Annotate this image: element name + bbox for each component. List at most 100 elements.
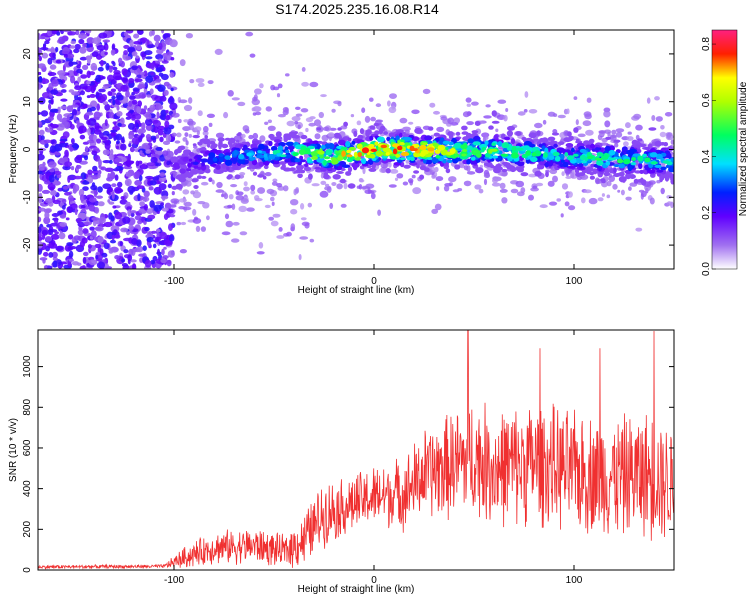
spectrogram-cell [69, 146, 74, 152]
spectrogram-cell [42, 232, 46, 240]
spectrogram-cell [314, 133, 321, 140]
spectrogram-cell [411, 148, 418, 152]
spectrogram-cell [283, 133, 291, 137]
spectrogram-cell [128, 100, 133, 107]
spectrogram-cell [129, 146, 135, 153]
spectrogram-cell [501, 161, 509, 165]
spectrogram-cell [50, 89, 59, 95]
spectrogram-cell [346, 149, 352, 154]
spectrogram-cell [323, 126, 330, 131]
spectrogram-cell [426, 156, 433, 160]
spectrogram-x-label: Height of straight line (km) [298, 285, 415, 296]
spectrogram-cell [488, 125, 494, 130]
spectrogram-cell [515, 147, 524, 151]
spectrogram-cell [535, 182, 544, 187]
spectrogram-cell [60, 98, 68, 102]
y-tick-label: 600 [22, 439, 33, 456]
spectrogram-cell [399, 157, 406, 161]
spectrogram-cell [103, 242, 110, 250]
spectrogram-cell [40, 78, 50, 84]
spectrogram-cell [465, 97, 472, 103]
spectrogram-cell [180, 221, 187, 226]
spectrogram-cell [537, 164, 545, 170]
spectrogram-cell [320, 144, 326, 150]
spectrogram-cell [100, 94, 108, 102]
spectrogram-cell [651, 168, 656, 174]
spectrogram-cell [649, 197, 655, 205]
spectrogram-cell [147, 214, 156, 220]
spectrogram-cell [211, 179, 215, 185]
spectrogram-cell [249, 53, 256, 58]
spectrogram-cell [510, 188, 519, 194]
spectrogram-cell [422, 88, 431, 95]
spectrogram-cell [187, 118, 194, 126]
spectrogram-cell [89, 43, 93, 48]
spectrogram-cell [263, 153, 268, 158]
spectrogram-cell [201, 175, 207, 179]
spectrogram-cell [399, 132, 403, 138]
spectrogram-cell [127, 122, 135, 130]
spectrogram-cell [102, 101, 109, 106]
spectrogram-cell [128, 224, 134, 231]
spectrogram-cell [238, 154, 245, 160]
spectrogram-cell [460, 144, 468, 150]
spectrogram-cell [295, 113, 303, 117]
spectrogram-cell [48, 174, 55, 183]
spectrogram-cell [140, 133, 145, 138]
spectrogram-cell [196, 175, 203, 180]
spectrogram-cell [206, 113, 215, 119]
y-tick-label: 10 [22, 96, 33, 108]
spectrogram-cell [604, 145, 611, 152]
spectrogram-cell [104, 30, 109, 33]
spectrogram-cell [414, 127, 423, 134]
spectrogram-cell [66, 115, 70, 121]
spectrogram-cell [146, 162, 156, 167]
spectrogram-cell [258, 242, 264, 249]
spectrogram-cell [568, 156, 572, 161]
spectrogram-cell [629, 148, 638, 153]
spectrogram-cell [327, 132, 335, 137]
spectrogram-cell [429, 102, 436, 108]
spectrogram-cell [424, 135, 433, 141]
spectrogram-cell [96, 138, 102, 144]
spectrogram-cell [459, 164, 465, 169]
spectrogram-cell [128, 143, 132, 148]
spectrogram-cell [257, 154, 266, 159]
spectrogram-cell [576, 176, 583, 181]
spectrogram-cell [169, 72, 175, 78]
spectrogram-cell [649, 152, 658, 158]
spectrogram-cell [256, 251, 265, 255]
spectrogram-cell [243, 181, 248, 187]
spectrogram-cell [153, 186, 162, 195]
spectrogram-cell [80, 172, 87, 181]
spectrogram-cell [648, 127, 657, 131]
spectrogram-cell [203, 125, 209, 133]
spectrogram-cell [654, 96, 660, 101]
spectrogram-cell [124, 160, 134, 165]
spectrogram-cell [515, 166, 522, 171]
spectrogram-cell [656, 180, 661, 184]
spectrogram-cell [405, 159, 410, 164]
spectrogram-cell [165, 110, 169, 114]
spectrogram-cell [154, 236, 162, 241]
spectrogram-cell [61, 198, 67, 204]
spectrogram-cell [575, 119, 579, 126]
spectrogram-cell [410, 156, 415, 161]
spectrogram-cell [499, 188, 508, 193]
spectrogram-cell [161, 207, 169, 212]
spectrogram-cell [133, 171, 140, 180]
spectrogram-cell [584, 113, 592, 120]
spectrogram-cell [258, 143, 265, 150]
spectrogram-cell [411, 109, 420, 115]
spectrogram-cell [331, 158, 339, 165]
spectrogram-cell [340, 146, 348, 151]
spectrogram-cell [48, 228, 54, 236]
spectrogram-cell [612, 183, 618, 190]
spectrogram-cell [567, 191, 573, 198]
spectrogram-cell [145, 124, 153, 131]
spectrogram-cell [403, 136, 411, 142]
spectrogram-cell [503, 136, 511, 141]
spectrogram-cell [86, 80, 91, 85]
spectrogram-cell [240, 198, 249, 204]
spectrogram-cell [251, 107, 256, 112]
